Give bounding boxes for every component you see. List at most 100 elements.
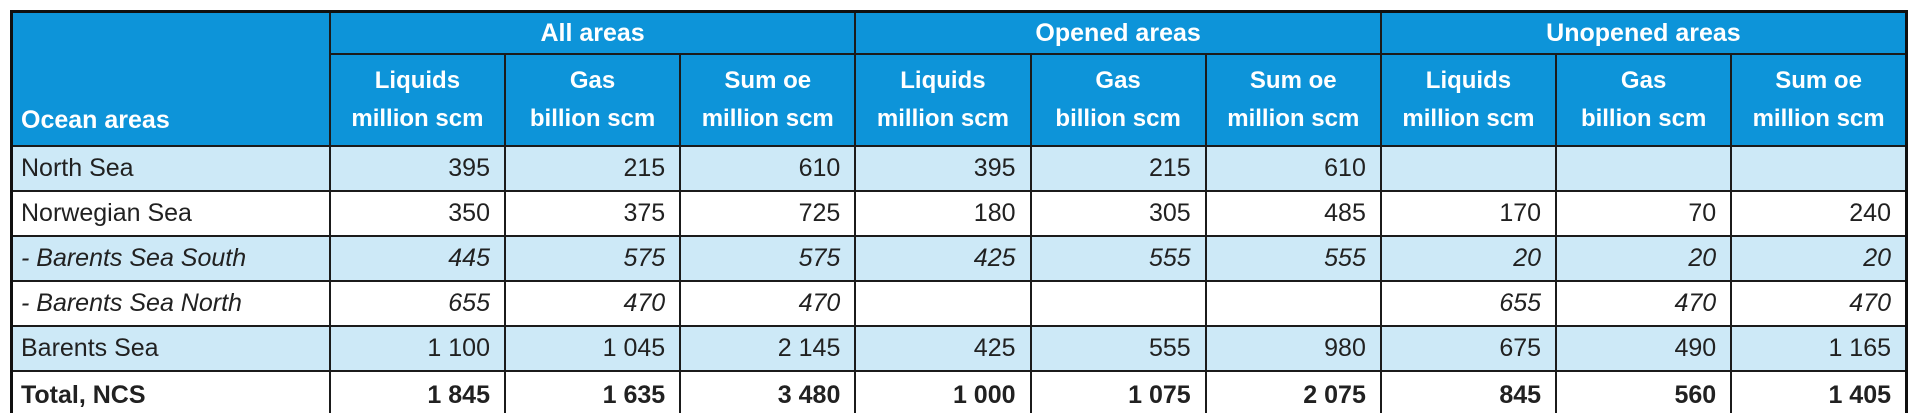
group-header-all-areas: All areas (328, 10, 857, 55)
value-cell: 980 (1204, 325, 1382, 372)
value-cell: 725 (679, 190, 857, 237)
row-label: Norwegian Sea (10, 190, 331, 237)
column-unit: billion scm (1580, 105, 1707, 132)
column-header-unopened-sumoe: Sum oe million scm (1730, 53, 1908, 147)
table-row: North Sea 395 215 610 395 215 610 (10, 145, 1908, 192)
row-label: - Barents Sea South (10, 235, 331, 282)
value-cell: 575 (679, 235, 857, 282)
column-unit: million scm (701, 105, 834, 132)
group-header-opened-areas: Opened areas (854, 10, 1382, 55)
value-cell: 2 145 (679, 325, 857, 372)
table-row: Norwegian Sea 350 375 725 180 305 485 170 70 240 (10, 190, 1908, 237)
column-header-all-gas: Gas billion scm (503, 53, 682, 147)
value-cell (1555, 145, 1733, 192)
column-unit: million scm (1227, 105, 1360, 132)
column-header-row: Liquids million scm Gas billion scm Sum … (12, 53, 1908, 147)
value-cell: 1 045 (503, 325, 682, 372)
row-label: North Sea (10, 145, 331, 192)
value-cell (1730, 145, 1908, 192)
value-cell: 470 (503, 280, 682, 327)
group-header-row: Ocean areas All areas Opened areas Unope… (10, 10, 1908, 147)
value-cell: 485 (1204, 190, 1382, 237)
value-cell: 350 (328, 190, 506, 237)
value-cell: 555 (1029, 235, 1207, 282)
column-name: Sum oe (1249, 66, 1337, 94)
value-cell: 395 (328, 145, 506, 192)
column-header-opened-gas: Gas billion scm (1029, 53, 1207, 147)
column-header-opened-sumoe: Sum oe million scm (1204, 53, 1382, 147)
column-name: Sum oe (1775, 66, 1862, 94)
value-cell: 1 635 (503, 370, 682, 413)
column-name: Gas (569, 66, 616, 94)
column-header-all-sumoe: Sum oe million scm (679, 53, 857, 147)
column-unit: billion scm (529, 105, 656, 132)
value-cell: 425 (854, 325, 1032, 372)
value-cell (1029, 280, 1207, 327)
column-unit: billion scm (1055, 105, 1181, 132)
column-name: Gas (1095, 66, 1141, 94)
value-cell: 375 (503, 190, 682, 237)
value-cell: 170 (1379, 190, 1558, 237)
column-header-all-liquids: Liquids million scm (328, 53, 506, 147)
value-cell: 610 (1204, 145, 1382, 192)
value-cell: 2 075 (1204, 370, 1382, 413)
value-cell: 470 (1555, 280, 1733, 327)
resources-table: Ocean areas All areas Opened areas Unope… (10, 10, 1908, 413)
row-label: Barents Sea (10, 325, 331, 372)
row-label: - Barents Sea North (10, 280, 331, 327)
value-cell: 845 (1379, 370, 1558, 413)
column-header-opened-liquids: Liquids million scm (854, 53, 1032, 147)
table-row: - Barents Sea North 655 470 470 655 470 470 (10, 280, 1908, 327)
group-header-unopened-areas: Unopened areas (1379, 10, 1908, 55)
value-cell: 490 (1555, 325, 1733, 372)
value-cell: 1 000 (854, 370, 1032, 413)
value-cell: 560 (1555, 370, 1733, 413)
table-row: - Barents Sea South 445 575 575 425 555 555 20 2… (10, 235, 1908, 282)
column-name: Gas (1620, 66, 1667, 94)
value-cell: 215 (1029, 145, 1207, 192)
value-cell: 1 075 (1029, 370, 1207, 413)
column-name: Liquids (900, 66, 986, 94)
column-unit: million scm (1752, 105, 1885, 132)
column-header-unopened-gas: Gas billion scm (1555, 53, 1733, 147)
value-cell: 555 (1029, 325, 1207, 372)
value-cell: 395 (854, 145, 1032, 192)
column-name: Liquids (374, 66, 461, 94)
value-cell: 575 (503, 235, 682, 282)
table-row: Total, NCS 1 845 1 635 3 480 1 000 1 075 2 075… (10, 370, 1908, 413)
value-cell: 1 100 (328, 325, 506, 372)
row-label: Total, NCS (10, 370, 331, 413)
ocean-areas-header: Ocean areas (10, 10, 331, 147)
value-cell: 305 (1029, 190, 1207, 237)
value-cell: 1 845 (328, 370, 506, 413)
column-name: Liquids (1425, 66, 1512, 94)
column-unit: million scm (351, 105, 484, 132)
value-cell: 655 (328, 280, 506, 327)
column-name: Sum oe (724, 66, 812, 94)
column-unit: million scm (876, 105, 1009, 132)
value-cell (1204, 280, 1382, 327)
table-body: North Sea 395 215 610 395 215 610 Norwegian Sea… (10, 145, 1908, 413)
value-cell: 445 (328, 235, 506, 282)
value-cell (854, 280, 1032, 327)
value-cell: 215 (503, 145, 682, 192)
table-row: Barents Sea 1 100 1 045 2 145 425 555 980 675 49… (10, 325, 1908, 372)
column-unit: million scm (1402, 105, 1535, 132)
value-cell: 3 480 (679, 370, 857, 413)
value-cell: 20 (1379, 235, 1558, 282)
value-cell: 180 (854, 190, 1032, 237)
value-cell: 70 (1555, 190, 1733, 237)
value-cell: 1 405 (1730, 370, 1908, 413)
value-cell: 655 (1379, 280, 1558, 327)
value-cell: 675 (1379, 325, 1558, 372)
value-cell: 240 (1730, 190, 1908, 237)
value-cell: 425 (854, 235, 1032, 282)
value-cell: 555 (1204, 235, 1382, 282)
column-header-unopened-liquids: Liquids million scm (1379, 53, 1558, 147)
value-cell: 610 (679, 145, 857, 192)
value-cell (1379, 145, 1558, 192)
value-cell: 470 (1730, 280, 1908, 327)
value-cell: 1 165 (1730, 325, 1908, 372)
value-cell: 470 (679, 280, 857, 327)
